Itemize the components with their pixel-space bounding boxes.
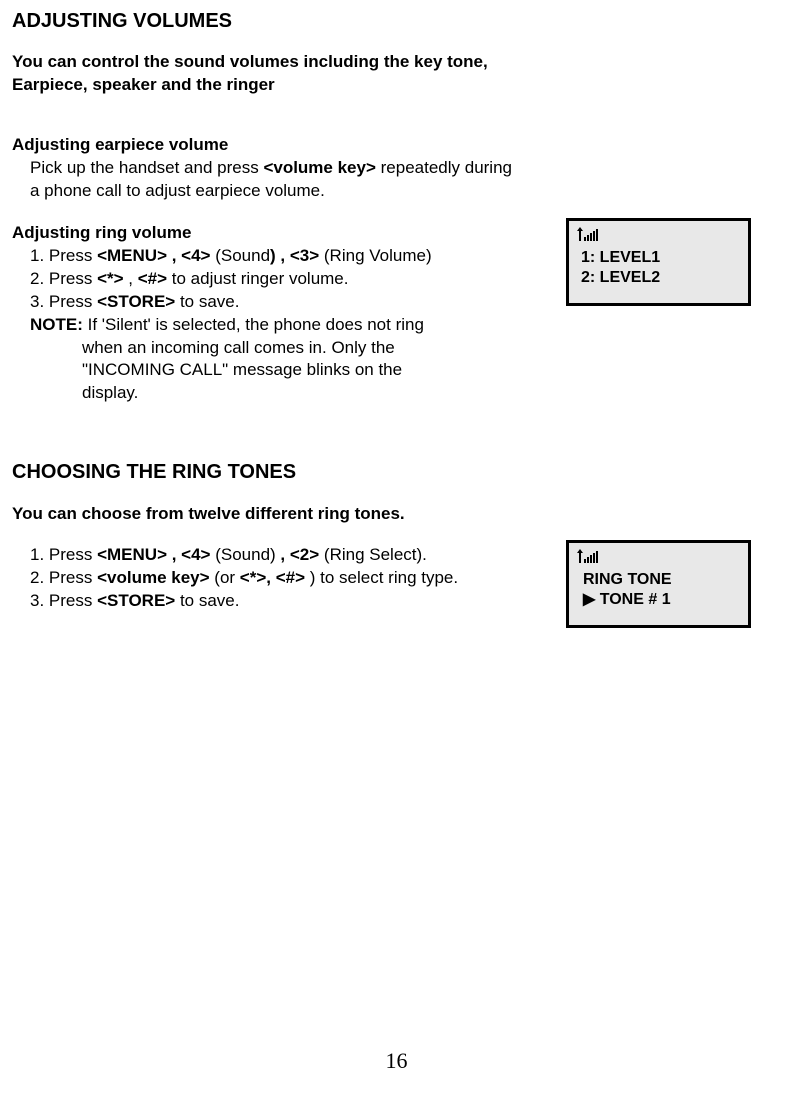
note-continuation: when an incoming call comes in. Only the… <box>12 337 572 406</box>
ring-s1a: 1. Press <box>30 246 97 265</box>
earpiece-pre: Pick up the handset and press <box>30 158 263 177</box>
ring-s3c: to save. <box>175 292 239 311</box>
rt-s2b: <volume key> <box>97 568 209 587</box>
ring-s1e: (Ring Volume) <box>319 246 431 265</box>
volume-key-label: <volume key> <box>263 158 375 177</box>
rt-s2d: <*>, <#> <box>240 568 305 587</box>
main-text-column: ADJUSTING VOLUMES You can control the so… <box>12 10 572 613</box>
lcd1-line1: 1: LEVEL1 <box>577 248 740 268</box>
ring-s2e: to adjust ringer volume. <box>167 269 348 288</box>
ring-s2a: 2. Press <box>30 269 97 288</box>
ring-s3a: 3. Press <box>30 292 97 311</box>
rt-s2e: ) to select ring type. <box>305 568 458 587</box>
section-title-volumes: ADJUSTING VOLUMES <box>12 10 572 33</box>
ringtones-intro: You can choose from twelve different rin… <box>12 504 572 524</box>
note-l4: display. <box>82 382 572 405</box>
note-label: NOTE: <box>30 315 83 334</box>
ring-s2b: <*> <box>97 269 123 288</box>
section-title-ringtones: CHOOSING THE RING TONES <box>12 461 572 484</box>
earpiece-post1: repeatedly during <box>376 158 512 177</box>
note-l3: "INCOMING CALL" message blinks on the <box>82 359 572 382</box>
ring-s3b: <STORE> <box>97 292 175 311</box>
note-l2: when an incoming call comes in. Only the <box>82 337 572 360</box>
ring-s1d: ) , <3> <box>270 246 319 265</box>
ring-s2d: <#> <box>138 269 167 288</box>
rt-s1a: 1. Press <box>30 545 97 564</box>
lcd1-line2: 2: LEVEL2 <box>577 268 740 288</box>
rt-s1e: (Ring Select). <box>319 545 427 564</box>
earpiece-post2: a phone call to adjust earpiece volume. <box>30 180 572 203</box>
earpiece-heading: Adjusting earpiece volume <box>12 135 572 155</box>
volumes-intro: You can control the sound volumes includ… <box>12 51 572 97</box>
rt-s1d: , <2> <box>280 545 319 564</box>
ringvol-heading: Adjusting ring volume <box>12 223 572 243</box>
ringvol-body: 1. Press <MENU> , <4> (Sound) , <3> (Rin… <box>12 245 572 337</box>
signal-icon <box>577 227 599 241</box>
rt-s3a: 3. Press <box>30 591 97 610</box>
ring-s1b: <MENU> , <4> <box>97 246 210 265</box>
lcd2-line1: RING TONE <box>577 570 740 590</box>
rt-s1c: (Sound) <box>210 545 280 564</box>
intro-line1: You can control the sound volumes includ… <box>12 52 488 71</box>
rt-s1b: <MENU> , <4> <box>97 545 210 564</box>
rt-s3b: <STORE> <box>97 591 175 610</box>
ring-s1c: (Sound <box>210 246 270 265</box>
ringtones-body: 1. Press <MENU> , <4> (Sound) , <2> (Rin… <box>12 544 572 613</box>
ring-s2c: , <box>124 269 138 288</box>
earpiece-body: Pick up the handset and press <volume ke… <box>12 157 572 203</box>
signal-icon <box>577 549 599 563</box>
note-l1: If 'Silent' is selected, the phone does … <box>83 315 424 334</box>
page-number: 16 <box>0 1048 793 1074</box>
lcd2-line2: ▶ TONE # 1 <box>577 590 740 610</box>
intro-line2: Earpiece, speaker and the ringer <box>12 75 275 94</box>
lcd-display-ringtone: RING TONE ▶ TONE # 1 <box>566 540 751 628</box>
rt-s2c: (or <box>210 568 240 587</box>
rt-s3c: to save. <box>175 591 239 610</box>
rt-s2a: 2. Press <box>30 568 97 587</box>
lcd-display-levels: 1: LEVEL1 2: LEVEL2 <box>566 218 751 306</box>
